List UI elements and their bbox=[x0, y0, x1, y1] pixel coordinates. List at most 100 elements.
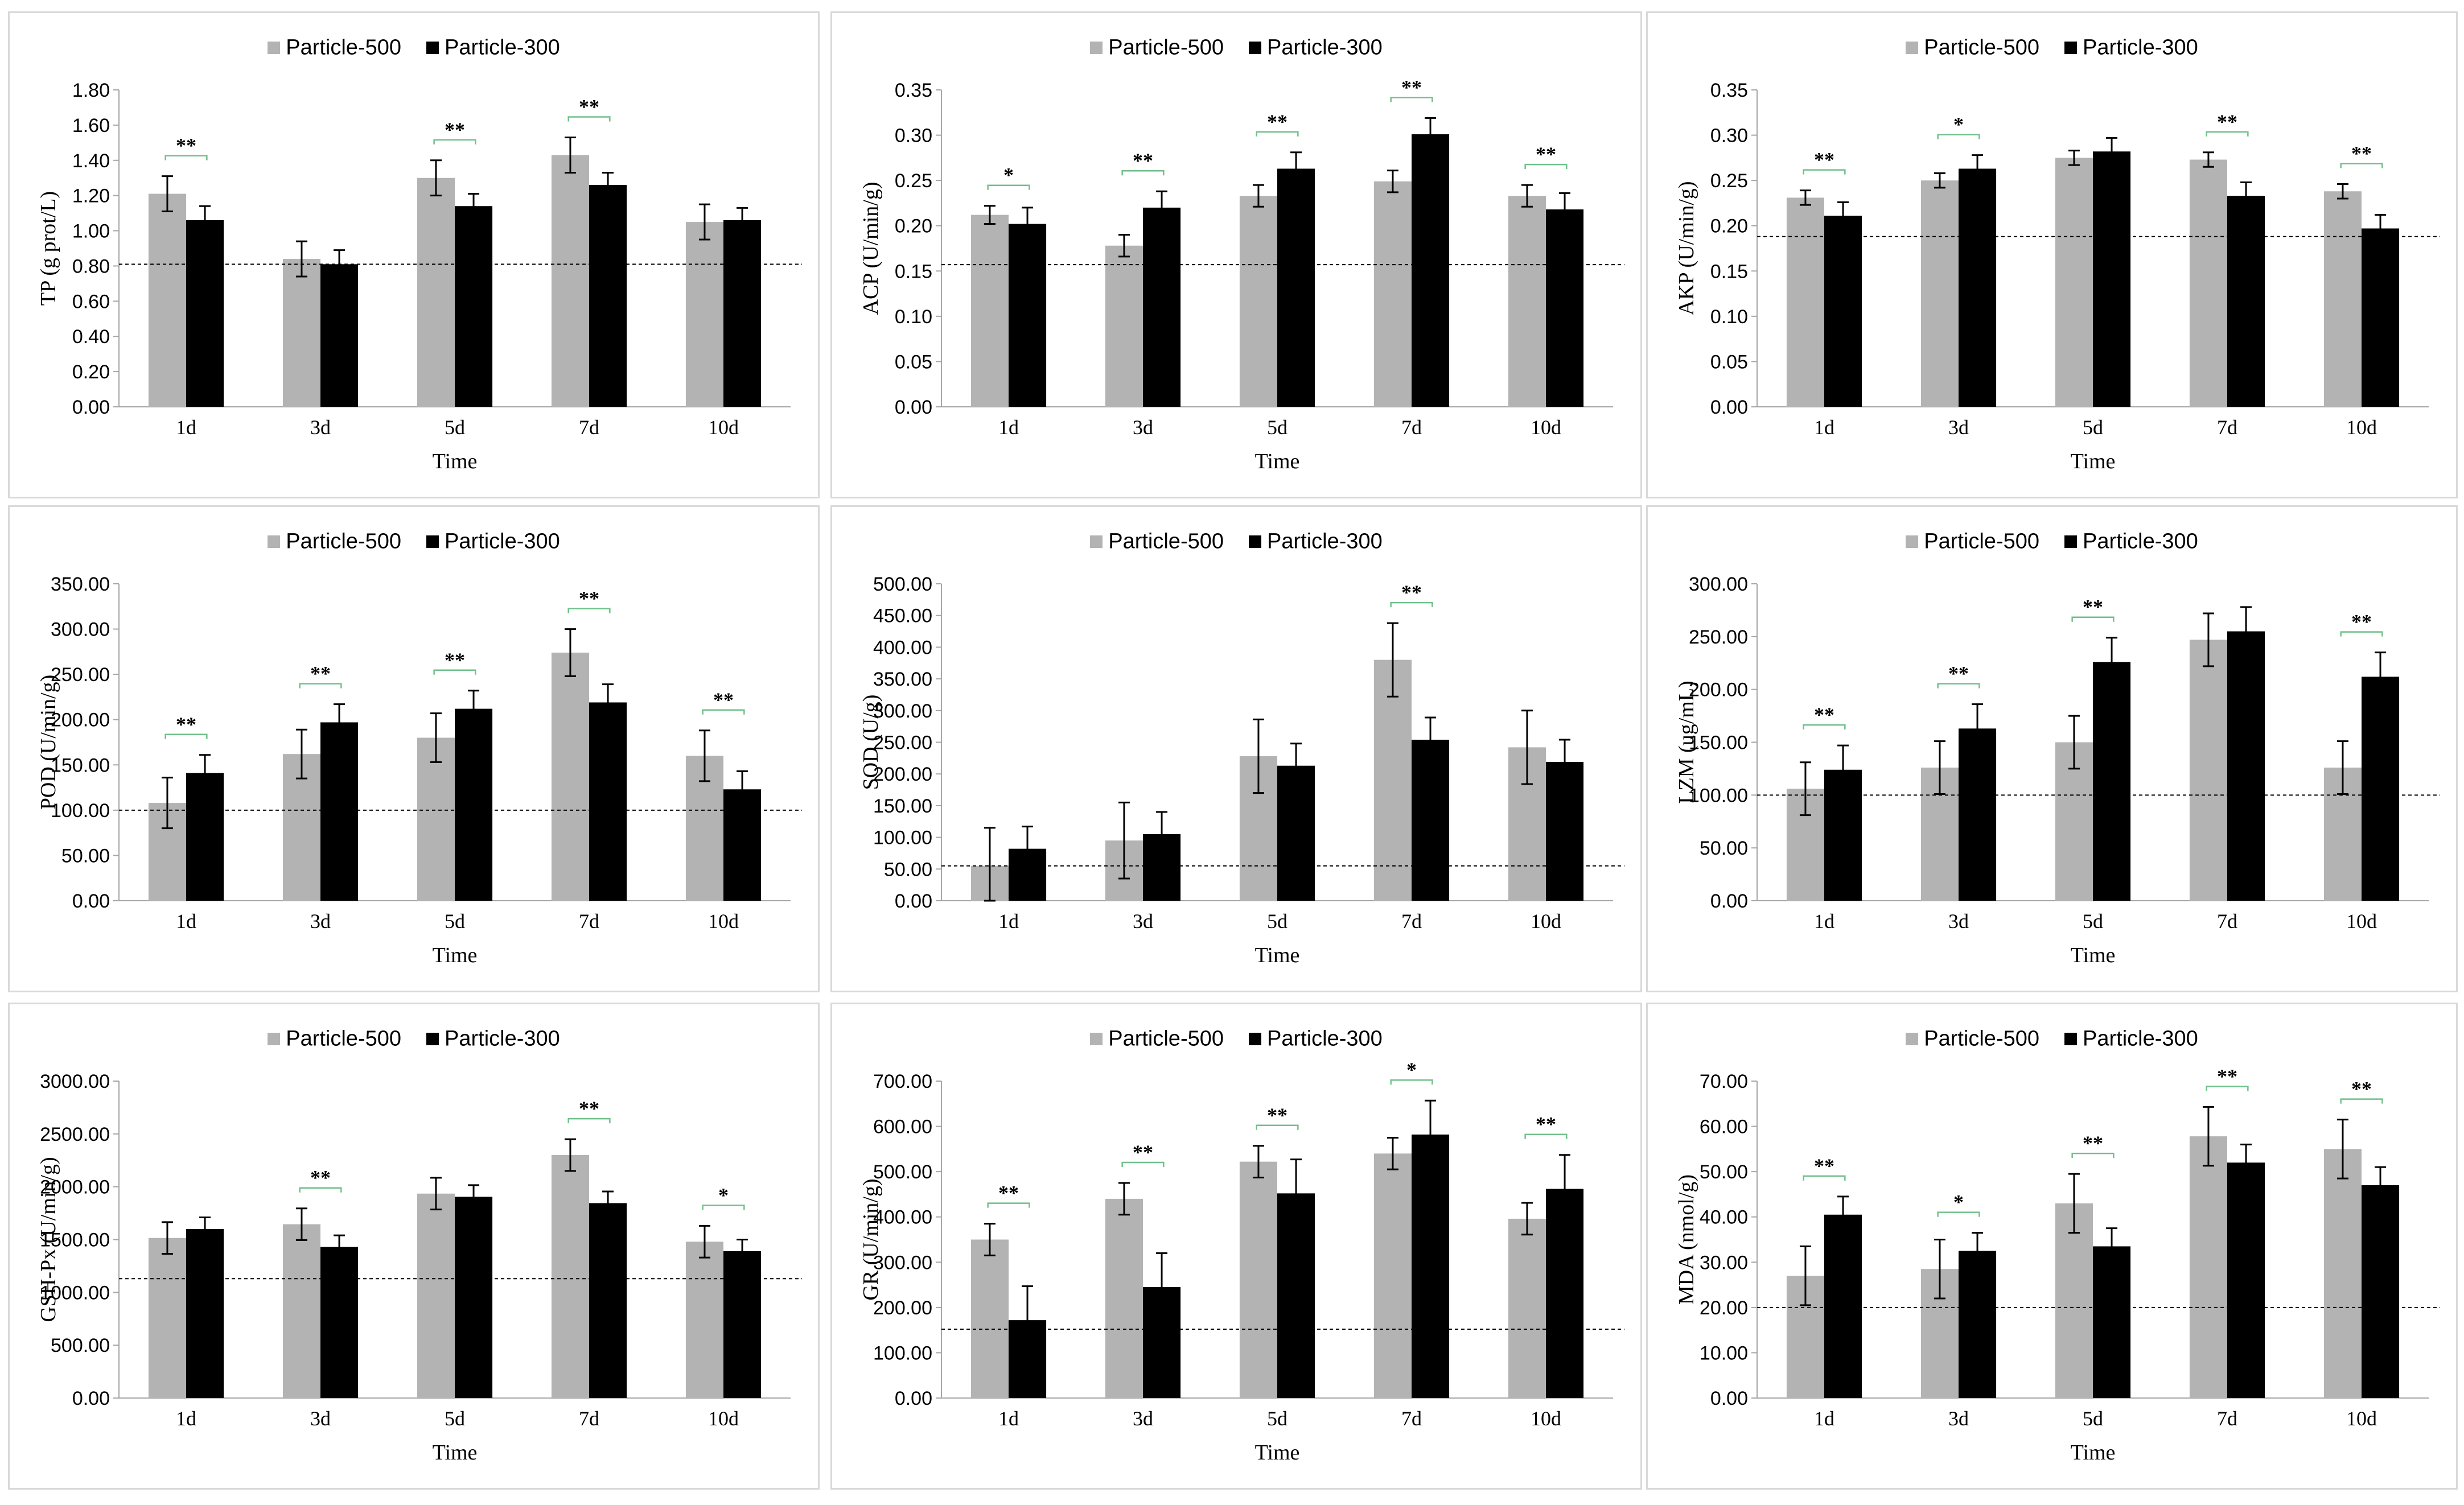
significance-label: ** bbox=[998, 1182, 1019, 1205]
chart-panel: Particle-500 Particle-300 0.00 10.00 20.00 30… bbox=[1646, 1003, 2458, 1490]
x-tick-label: 7d bbox=[1401, 910, 1422, 933]
x-axis-label: Time bbox=[1255, 1441, 1300, 1465]
y-tick-label: 0.05 bbox=[895, 351, 932, 373]
legend-swatch bbox=[268, 1032, 281, 1045]
x-tick-label: 7d bbox=[2217, 910, 2237, 933]
y-tick-label: 0.00 bbox=[72, 1388, 110, 1409]
significance-label: ** bbox=[1814, 149, 1834, 171]
y-axis-label: POD (U/min/g) bbox=[36, 675, 60, 810]
y-tick-label: 0.30 bbox=[1710, 125, 1748, 147]
y-tick-label: 1.80 bbox=[72, 80, 110, 101]
legend-label: Particle-300 bbox=[445, 529, 560, 554]
legend-swatch bbox=[1906, 1032, 1919, 1045]
chart-panel: Particle-500 Particle-300 0.00 100.00 200.00… bbox=[830, 1003, 1642, 1490]
significance-bracket bbox=[567, 116, 611, 122]
y-axis-label: MDA (nmol/g) bbox=[1675, 1174, 1698, 1305]
legend-swatch bbox=[2064, 41, 2077, 54]
significance-label: * bbox=[1953, 113, 1964, 136]
bar-particle-300 bbox=[1143, 207, 1181, 407]
y-tick-label: 0.25 bbox=[1710, 170, 1748, 192]
bar-particle-300 bbox=[455, 1197, 493, 1398]
y-tick-label: 50.00 bbox=[884, 859, 932, 880]
y-tick-label: 1.00 bbox=[72, 221, 110, 242]
x-tick-label: 1d bbox=[176, 910, 196, 933]
bar-particle-500 bbox=[282, 1224, 320, 1398]
y-axis-label: LZM (ug/mL) bbox=[1675, 681, 1698, 803]
y-tick-label: 50.00 bbox=[1700, 838, 1748, 859]
legend-label: Particle-500 bbox=[1108, 35, 1224, 60]
x-tick-label: 5d bbox=[2083, 1407, 2103, 1430]
bar-particle-500 bbox=[2189, 640, 2227, 901]
y-tick-label: 350.00 bbox=[51, 574, 110, 595]
bar-particle-300 bbox=[2093, 662, 2131, 901]
y-tick-label: 20.00 bbox=[1700, 1297, 1748, 1319]
bar-particle-300 bbox=[723, 220, 762, 407]
y-tick-label: 0.05 bbox=[1710, 351, 1748, 373]
significance-label: ** bbox=[2351, 611, 2372, 633]
significance-bracket bbox=[702, 1205, 745, 1210]
y-tick-label: 0.00 bbox=[1710, 890, 1748, 912]
bar-particle-300 bbox=[2227, 196, 2265, 407]
significance-label: * bbox=[718, 1184, 729, 1206]
y-tick-label: 200.00 bbox=[51, 710, 110, 731]
significance-bracket bbox=[987, 184, 1030, 190]
significance-bracket bbox=[299, 683, 342, 688]
y-tick-label: 0.15 bbox=[895, 261, 932, 282]
bar-particle-300 bbox=[1959, 1251, 1997, 1398]
bar-particle-300 bbox=[1412, 134, 1450, 407]
x-tick-label: 5d bbox=[445, 910, 465, 933]
chart-panel: Particle-500 Particle-300 0.00 50.00 100.00 1… bbox=[8, 505, 820, 992]
significance-label: ** bbox=[579, 96, 599, 118]
legend-swatch bbox=[268, 535, 281, 548]
chart-legend: Particle-500 Particle-300 bbox=[1648, 1026, 2456, 1051]
significance-bracket bbox=[164, 155, 208, 160]
y-tick-label: 250.00 bbox=[873, 732, 932, 754]
significance-label: ** bbox=[2083, 1132, 2103, 1154]
legend-label: Particle-500 bbox=[286, 1026, 401, 1051]
chart-svg: 0.00 50.00 100.00 150.00 200.00 250.00 300.00 3… bbox=[36, 574, 802, 967]
bar-particle-500 bbox=[1239, 196, 1277, 407]
significance-bracket bbox=[1390, 97, 1433, 102]
bar-particle-500 bbox=[282, 259, 320, 407]
significance-label: * bbox=[1003, 164, 1014, 187]
x-axis-label: Time bbox=[2071, 1441, 2116, 1465]
chart-svg: 0.00 500.00 1000.00 1500.00 2000.00 2500.00 30… bbox=[36, 1071, 802, 1465]
bar-particle-500 bbox=[417, 1193, 455, 1398]
legend-swatch bbox=[268, 41, 281, 54]
bar-particle-300 bbox=[320, 264, 359, 407]
legend-item: Particle-500 bbox=[1906, 35, 2039, 60]
bar-particle-300 bbox=[589, 1203, 627, 1398]
y-tick-label: 500.00 bbox=[873, 1161, 932, 1183]
y-tick-label: 0.30 bbox=[895, 125, 932, 147]
y-tick-label: 10.00 bbox=[1700, 1342, 1748, 1364]
y-tick-label: 0.00 bbox=[72, 397, 110, 418]
x-tick-label: 5d bbox=[445, 1407, 465, 1430]
y-tick-label: 1500.00 bbox=[40, 1230, 110, 1251]
bar-particle-300 bbox=[2362, 1185, 2400, 1398]
y-tick-label: 50.00 bbox=[1700, 1161, 1748, 1183]
legend-item: Particle-300 bbox=[426, 1026, 560, 1051]
y-tick-label: 1.40 bbox=[72, 150, 110, 172]
chart-svg: 0.00 100.00 200.00 300.00 400.00 500.00 600.00… bbox=[859, 1058, 1624, 1465]
x-axis-label: Time bbox=[433, 1441, 478, 1465]
y-tick-label: 700.00 bbox=[873, 1071, 932, 1092]
bar-particle-500 bbox=[1920, 180, 1959, 407]
x-tick-label: 7d bbox=[2217, 1407, 2237, 1430]
significance-bracket bbox=[2340, 1098, 2383, 1104]
legend-label: Particle-500 bbox=[1924, 1026, 2039, 1051]
legend-swatch bbox=[1249, 41, 1261, 54]
x-tick-label: 10d bbox=[1531, 1407, 1561, 1430]
significance-bracket bbox=[1121, 1161, 1165, 1168]
bar-particle-300 bbox=[320, 722, 359, 901]
y-tick-label: 250.00 bbox=[1689, 626, 1748, 648]
y-tick-label: 2500.00 bbox=[40, 1124, 110, 1145]
y-tick-label: 100.00 bbox=[51, 800, 110, 822]
legend-label: Particle-300 bbox=[1267, 529, 1383, 554]
significance-bracket bbox=[1256, 1124, 1299, 1130]
significance-label: ** bbox=[579, 587, 599, 610]
significance-bracket bbox=[567, 1118, 611, 1124]
significance-label: ** bbox=[1948, 662, 1969, 685]
y-tick-label: 100.00 bbox=[1689, 785, 1748, 806]
y-tick-label: 250.00 bbox=[51, 664, 110, 686]
